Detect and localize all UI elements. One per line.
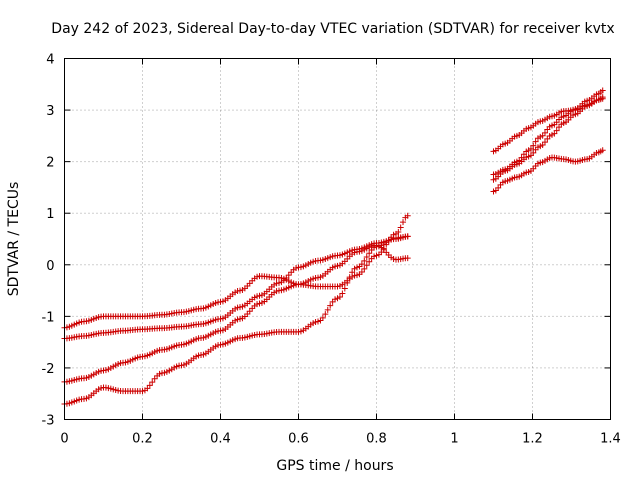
data-point-marker (319, 314, 326, 321)
data-point-marker (327, 302, 334, 309)
y-axis-title: SDTVAR / TECUs (6, 182, 22, 297)
plot-frame (64, 58, 611, 420)
data-point-marker (358, 269, 365, 276)
data-point-marker (541, 129, 548, 136)
x-tick-label: 0.4 (210, 432, 231, 447)
y-tick-label: 3 (46, 104, 54, 119)
data-point-marker (366, 258, 373, 265)
y-tick-label: -2 (42, 362, 55, 377)
x-tick-label: 1.2 (522, 432, 543, 447)
y-tick-label: -1 (42, 310, 55, 325)
y-tick-label: 0 (46, 259, 54, 274)
data-point-marker (397, 224, 404, 231)
data-point-marker (324, 306, 331, 313)
data-series (61, 242, 411, 385)
x-tick-label: 0.8 (366, 432, 387, 447)
x-axis-title: GPS time / hours (276, 458, 393, 474)
data-point-marker (339, 290, 346, 297)
y-tick-label: -3 (42, 414, 55, 429)
data-point-marker (322, 311, 329, 318)
data-point-marker (146, 382, 153, 389)
data-point-marker (361, 257, 368, 264)
data-point-marker (400, 219, 407, 226)
data-point-marker (336, 293, 343, 300)
x-tick-label: 1 (450, 432, 458, 447)
axis-ticks: 0 0.2 0.4 0.6 0.8 1 1.2 1.4 -3 -2 -1 0 1 2 3 4 (42, 53, 621, 447)
data-series (490, 147, 606, 195)
data-point-marker (341, 285, 348, 292)
data-point-marker (530, 142, 537, 149)
chart-title: Day 242 of 2023, Sidereal Day-to-day VTE… (51, 21, 614, 37)
data-point-marker (541, 139, 548, 146)
x-tick-label: 1.4 (600, 432, 621, 447)
data-point-marker (358, 261, 365, 268)
x-tick-label: 0.6 (288, 432, 309, 447)
data-points (61, 87, 606, 408)
data-point-marker (599, 147, 606, 154)
data-point-marker (404, 255, 411, 262)
data-point-marker (395, 228, 402, 235)
data-point-marker (599, 87, 606, 94)
data-series (490, 94, 606, 183)
y-tick-label: 2 (46, 156, 54, 171)
data-point-marker (366, 250, 373, 257)
data-point-marker (363, 254, 370, 261)
data-point-marker (363, 262, 370, 269)
y-tick-label: 1 (46, 207, 54, 222)
x-tick-label: 0.2 (132, 432, 153, 447)
data-point-marker (346, 274, 353, 281)
y-tick-label: 4 (46, 53, 54, 68)
data-point-marker (599, 94, 606, 101)
data-point-marker (349, 269, 356, 276)
data-point-marker (530, 149, 537, 156)
data-point-marker (149, 379, 156, 386)
data-point-marker (404, 212, 411, 219)
data-point-marker (532, 138, 539, 145)
data-point-marker (495, 184, 502, 191)
data-series (61, 233, 411, 408)
data-point-marker (361, 265, 368, 272)
data-point-marker (404, 233, 411, 240)
data-point-marker (344, 279, 351, 286)
data-point-marker (527, 145, 534, 152)
x-tick-label: 0 (60, 432, 68, 447)
data-point-marker (553, 127, 560, 134)
